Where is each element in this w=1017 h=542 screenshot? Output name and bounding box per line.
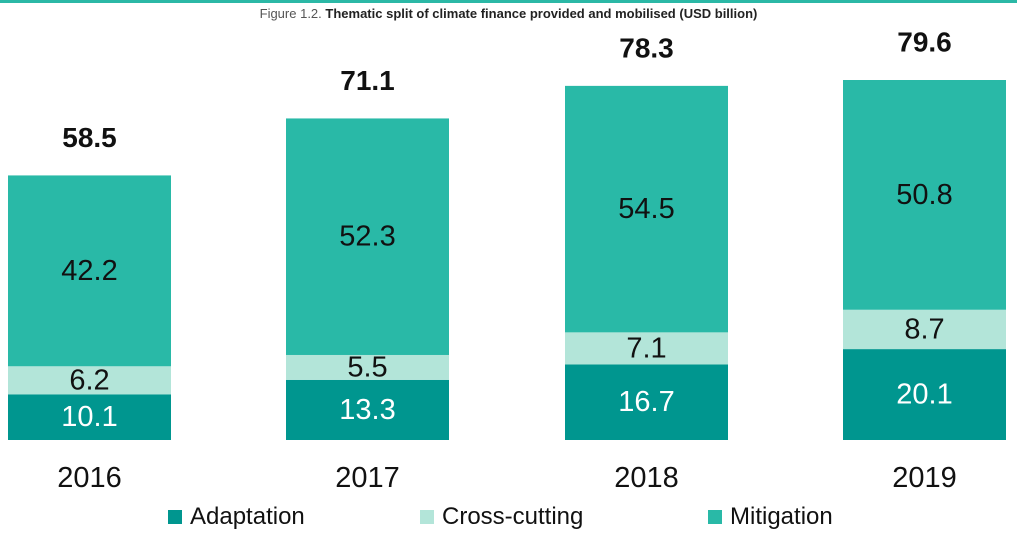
data-label-cross-cutting-2018: 7.1 <box>626 332 666 364</box>
x-tick-label-2019: 2019 <box>892 462 957 494</box>
x-tick-label-2017: 2017 <box>335 462 400 494</box>
bar-cross-cutting-2019 <box>843 309 1006 350</box>
x-tick-label-2018: 2018 <box>614 462 679 494</box>
data-label-mitigation-2019: 50.8 <box>896 179 952 211</box>
figure-title: Figure 1.2. Thematic split of climate fi… <box>0 6 1017 21</box>
legend-label-adaptation: Adaptation <box>190 503 305 530</box>
legend-label-cross-cutting: Cross-cutting <box>442 503 584 530</box>
data-label-adaptation-2019: 20.1 <box>896 379 952 411</box>
bar-cross-cutting-2018 <box>565 332 728 365</box>
bar-mitigation-2016 <box>8 175 171 367</box>
x-tick-label-2016: 2016 <box>57 462 122 494</box>
total-label-2019: 79.6 <box>897 27 952 58</box>
legend: Adaptation Cross-cutting Mitigation <box>0 503 1017 535</box>
legend-swatch-mitigation <box>708 510 722 524</box>
data-label-cross-cutting-2017: 5.5 <box>347 351 387 383</box>
data-label-cross-cutting-2019: 8.7 <box>904 313 944 345</box>
figure-number: Figure 1.2. <box>259 6 322 21</box>
total-label-2018: 78.3 <box>619 32 674 63</box>
bar-adaptation-2019 <box>843 349 1006 440</box>
bar-mitigation-2019 <box>843 80 1006 310</box>
legend-swatch-adaptation <box>168 510 182 524</box>
bar-mitigation-2018 <box>565 85 728 333</box>
data-label-adaptation-2018: 16.7 <box>618 386 674 418</box>
data-label-mitigation-2017: 52.3 <box>339 221 395 253</box>
figure-title-text: Thematic split of climate finance provid… <box>325 6 758 21</box>
legend-swatch-cross-cutting <box>420 510 434 524</box>
data-label-mitigation-2016: 42.2 <box>61 255 117 287</box>
bar-adaptation-2017 <box>286 379 449 440</box>
bar-adaptation-2016 <box>8 394 171 440</box>
bar-adaptation-2018 <box>565 364 728 440</box>
legend-label-mitigation: Mitigation <box>730 503 833 530</box>
legend-item-cross-cutting: Cross-cutting <box>420 503 583 531</box>
data-label-adaptation-2016: 10.1 <box>61 401 117 433</box>
total-label-2016: 58.5 <box>62 122 117 153</box>
bar-mitigation-2017 <box>286 118 449 355</box>
legend-item-mitigation: Mitigation <box>708 503 833 531</box>
data-label-adaptation-2017: 13.3 <box>339 394 395 426</box>
top-rule <box>0 0 1017 3</box>
total-label-2017: 71.1 <box>340 65 395 96</box>
bar-cross-cutting-2017 <box>286 354 449 380</box>
data-label-mitigation-2018: 54.5 <box>618 193 674 225</box>
bar-cross-cutting-2016 <box>8 366 171 395</box>
legend-item-adaptation: Adaptation <box>168 503 305 531</box>
stacked-bar-chart: 10.1 6.2 42.2 58.5 2016 13.3 5.5 52.3 71.1 2017 16… <box>8 27 1006 494</box>
data-label-cross-cutting-2016: 6.2 <box>69 364 109 396</box>
